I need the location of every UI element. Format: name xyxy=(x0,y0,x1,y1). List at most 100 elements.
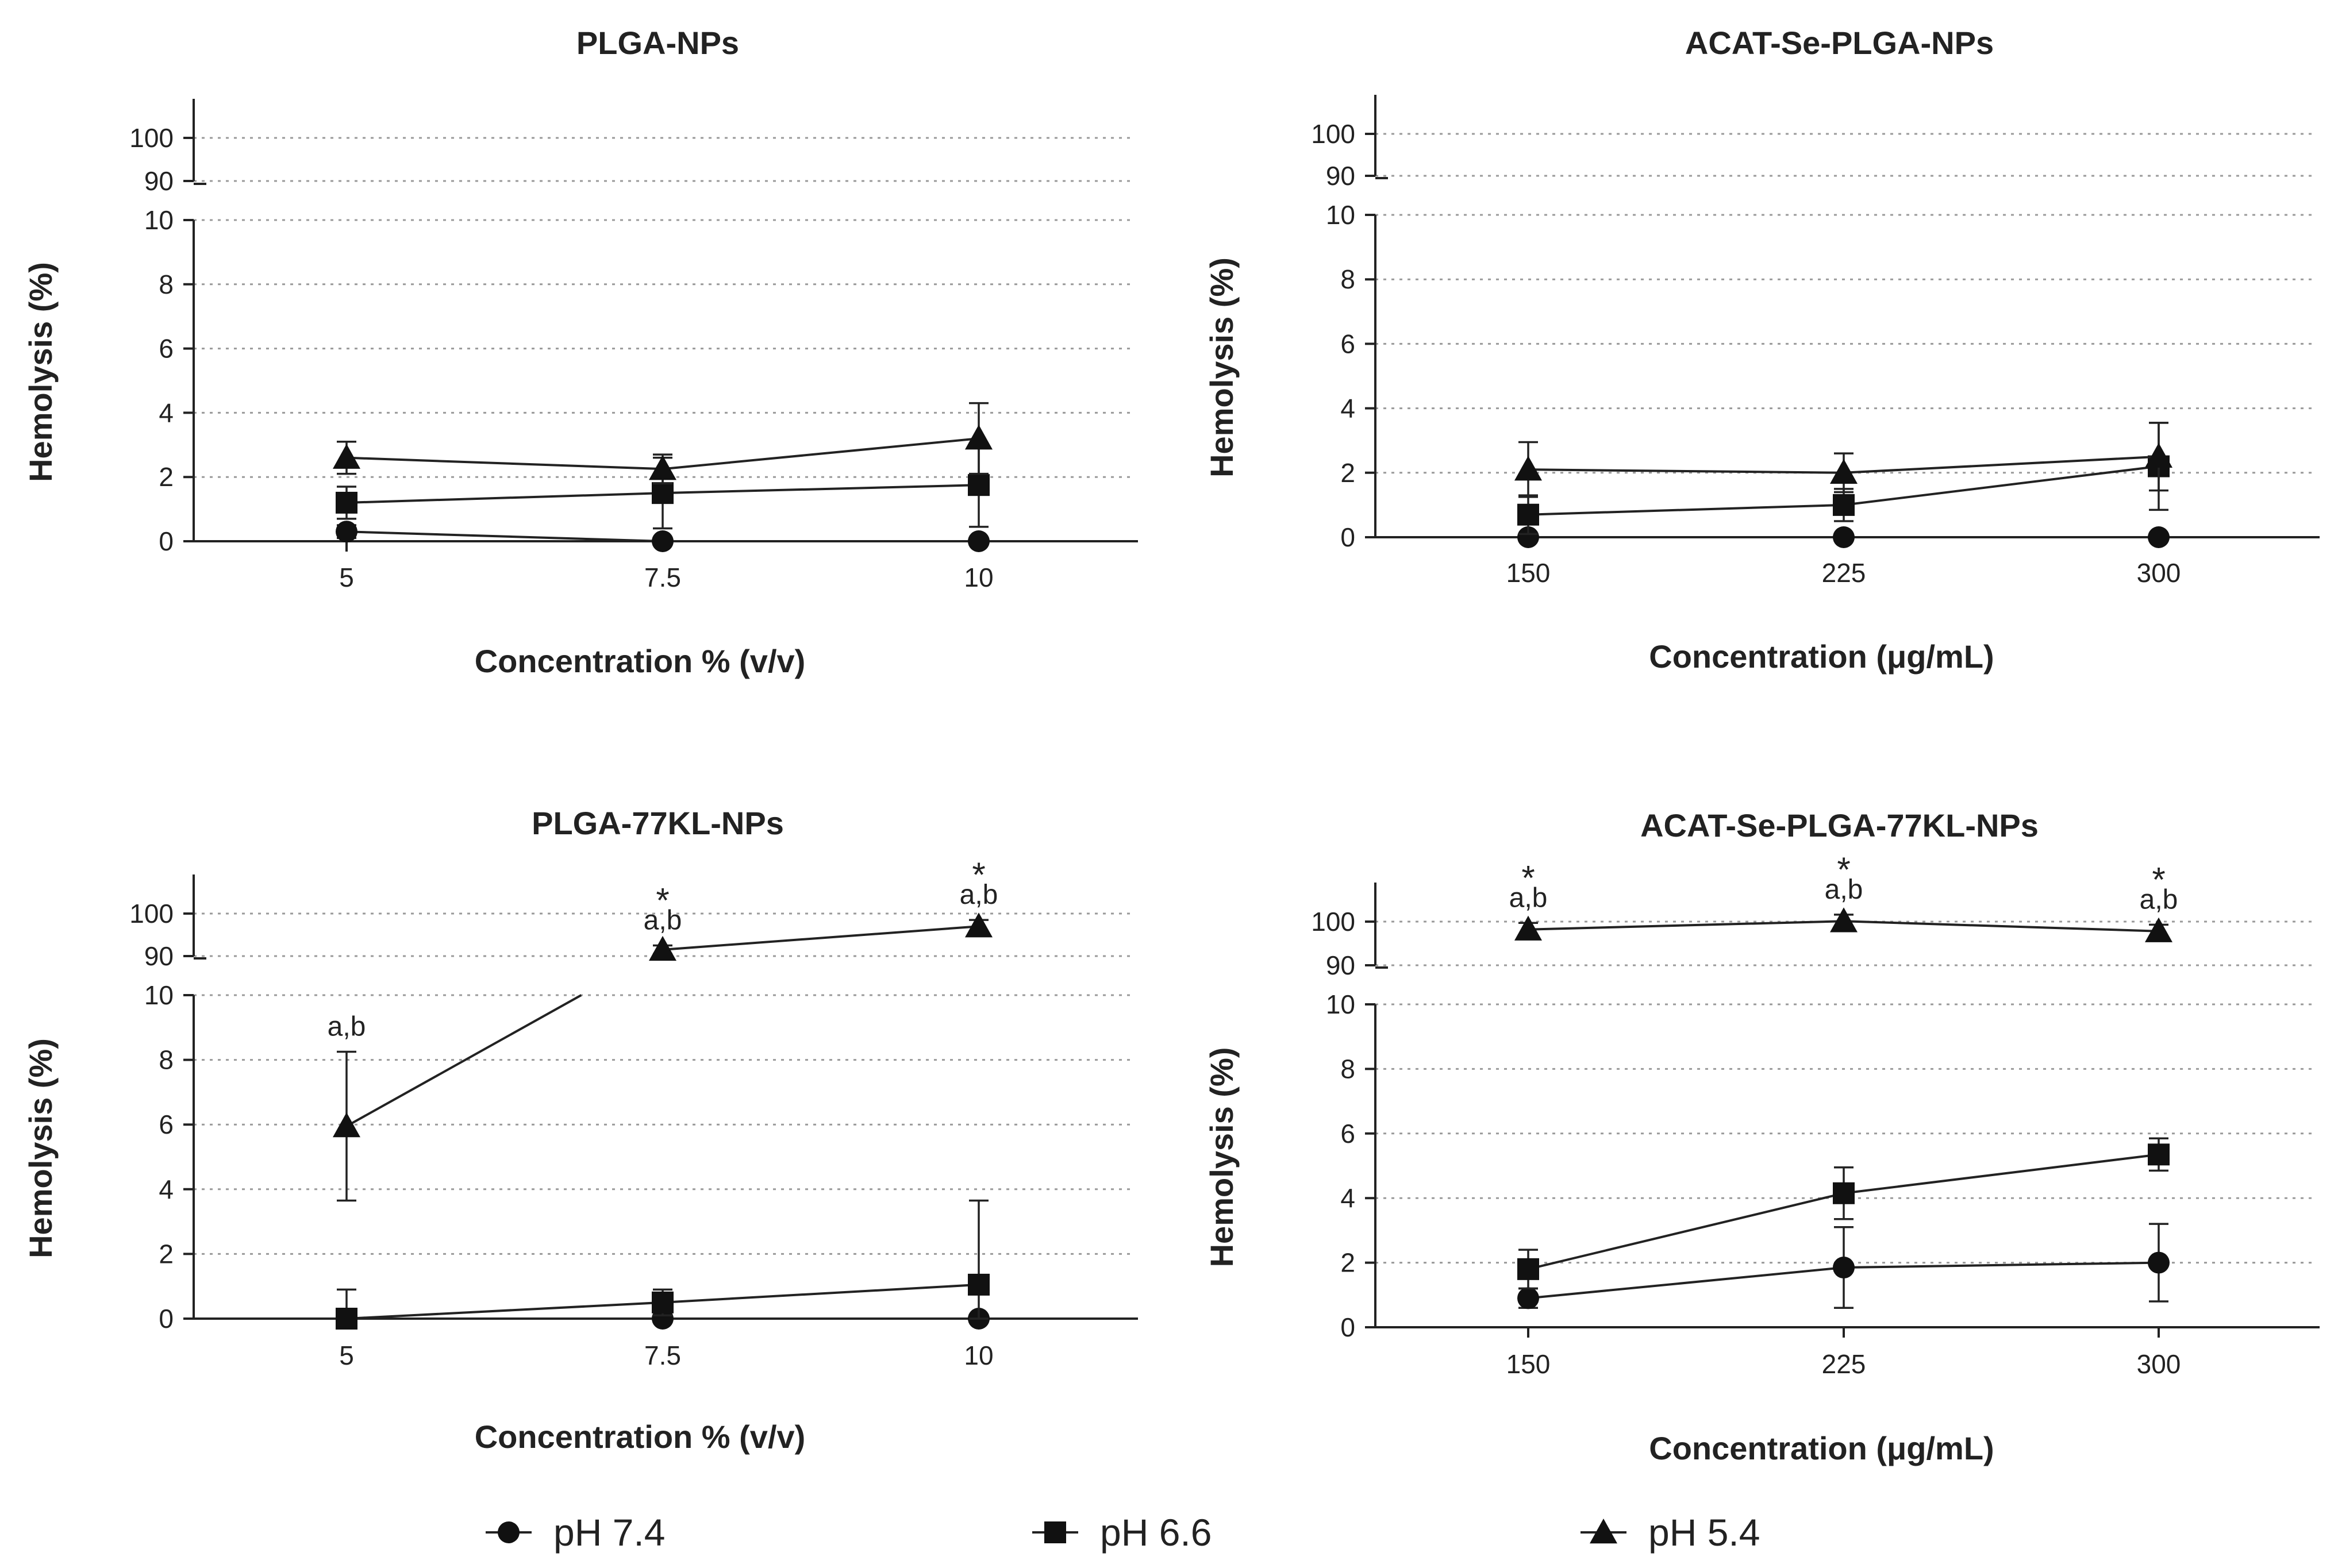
chart-panel-1: PLGA-NPs 0 2 4 6 8 10 90 100 5 7.5 10 Concentration … xyxy=(22,25,1138,679)
series-circle xyxy=(336,521,990,552)
data-point-circle xyxy=(1833,526,1855,548)
data-point-circle xyxy=(336,521,357,543)
legend-item-triangle: pH 5.4 xyxy=(1581,1511,1760,1554)
series-line-segment xyxy=(1843,455,2159,474)
x-tick-label: 150 xyxy=(1506,558,1551,588)
y-axis-label: Hemolysis (%) xyxy=(1203,257,1240,477)
series-triangle xyxy=(333,402,993,485)
x-tick-label: 10 xyxy=(964,563,993,592)
series-line-segment xyxy=(1528,920,1844,931)
data-point-triangle xyxy=(1830,907,1858,933)
series-line-segment xyxy=(1843,1261,2159,1269)
x-tick-label: 10 xyxy=(964,1340,993,1370)
data-point-triangle xyxy=(333,1112,360,1138)
significance-star: * xyxy=(972,856,985,894)
x-axis-label: Concentration (μg/mL) xyxy=(1649,1430,1994,1466)
chart-title: PLGA-NPs xyxy=(576,25,739,61)
y-tick-label: 0 xyxy=(159,1304,174,1334)
data-point-square xyxy=(1517,1258,1539,1280)
legend-label: pH 6.6 xyxy=(1100,1511,1212,1554)
significance-star: * xyxy=(1521,858,1535,897)
series-circle xyxy=(1517,526,2170,548)
series-square xyxy=(1517,1137,2170,1290)
y-tick-label: 100 xyxy=(1311,907,1355,937)
y-tick-label: 2 xyxy=(159,462,174,492)
y-tick-label: 4 xyxy=(1340,1183,1355,1213)
data-point-triangle xyxy=(2145,442,2172,468)
x-tick-label: 5 xyxy=(339,563,354,592)
legend-marker-triangle xyxy=(1590,1519,1617,1544)
y-tick-label: 4 xyxy=(159,1174,174,1204)
legend-marker-square xyxy=(1044,1521,1066,1543)
y-tick-label: 8 xyxy=(1340,264,1355,294)
data-point-triangle xyxy=(649,935,676,961)
y-tick-label: 2 xyxy=(1340,458,1355,488)
legend-item-circle: pH 7.4 xyxy=(486,1511,665,1554)
y-tick-label: 10 xyxy=(1326,200,1355,230)
series-line-segment xyxy=(1843,1153,2159,1195)
series-triangle xyxy=(333,912,993,1202)
series-square xyxy=(336,442,990,530)
y-tick-label: 0 xyxy=(1340,522,1355,552)
y-tick-label: 2 xyxy=(1340,1248,1355,1278)
y-tick-label: 10 xyxy=(144,980,174,1010)
y-axis-label: Hemolysis (%) xyxy=(22,262,59,482)
x-tick-label: 5 xyxy=(339,1340,354,1370)
significance-label: a,b xyxy=(2140,884,2178,915)
legend-label: pH 5.4 xyxy=(1648,1511,1760,1554)
x-axis-label: Concentration % (v/v) xyxy=(475,1419,806,1455)
y-tick-label: 90 xyxy=(144,941,174,971)
y-tick-label: 90 xyxy=(144,166,174,196)
x-tick-label: 300 xyxy=(2137,1349,2181,1379)
series-line-segment xyxy=(662,1283,979,1304)
x-tick-label: 300 xyxy=(2137,558,2181,588)
legend: pH 7.4 pH 6.6 pH 5.4 xyxy=(486,1511,1760,1554)
chart-title: ACAT-Se-PLGA-NPs xyxy=(1685,25,1994,61)
legend-item-square: pH 6.6 xyxy=(1032,1511,1212,1554)
series-line-segment xyxy=(346,994,582,1127)
data-point-square xyxy=(1833,1182,1855,1204)
chart-panel-4: ACAT-Se-PLGA-77KL-NPs 0 2 4 6 8 10 90 100 150 225 3… xyxy=(1203,807,2320,1466)
series-line-segment xyxy=(662,484,979,495)
chart-panel-3: PLGA-77KL-NPs 0 2 4 6 8 10 90 100 5 7.5 10 Concentra… xyxy=(22,805,1138,1455)
series-line-segment xyxy=(346,456,663,471)
data-point-triangle xyxy=(649,455,676,480)
series-line-segment xyxy=(1843,465,2159,506)
series-line-segment xyxy=(662,925,979,951)
y-tick-label: 90 xyxy=(1326,161,1355,191)
data-point-square xyxy=(652,482,674,504)
data-point-triangle xyxy=(965,912,993,938)
series-triangle xyxy=(1514,422,2172,498)
series-triangle xyxy=(1514,907,2172,942)
x-axis-label: Concentration (μg/mL) xyxy=(1649,638,1994,675)
data-point-triangle xyxy=(333,444,360,469)
x-tick-label: 7.5 xyxy=(644,1340,681,1370)
y-tick-label: 6 xyxy=(159,1109,174,1139)
chart-title: PLGA-77KL-NPs xyxy=(532,805,784,841)
y-tick-label: 100 xyxy=(1311,119,1355,149)
series-line-segment xyxy=(1528,1192,1844,1270)
series-circle xyxy=(1517,1223,2170,1309)
data-point-triangle xyxy=(1830,459,1858,484)
y-tick-label: 100 xyxy=(129,123,174,153)
y-tick-label: 6 xyxy=(159,334,174,364)
data-point-circle xyxy=(1517,1287,1539,1309)
data-point-circle xyxy=(652,530,674,552)
data-point-square xyxy=(652,1291,674,1313)
data-point-circle xyxy=(968,530,990,552)
y-tick-label: 4 xyxy=(1340,394,1355,423)
significance-label: a,b xyxy=(644,906,682,936)
legend-marker-circle xyxy=(498,1521,520,1543)
data-point-triangle xyxy=(1514,915,1542,941)
series-line-segment xyxy=(1528,468,1844,474)
y-tick-label: 100 xyxy=(129,899,174,929)
series-line-segment xyxy=(346,492,663,504)
significance-label: a,b xyxy=(328,1012,366,1042)
significance-star: * xyxy=(656,881,669,920)
data-point-circle xyxy=(2148,526,2170,548)
series-line-segment xyxy=(1528,503,1844,516)
y-tick-label: 8 xyxy=(1340,1054,1355,1084)
x-tick-label: 225 xyxy=(1822,558,1866,588)
chart-title: ACAT-Se-PLGA-77KL-NPs xyxy=(1640,807,2039,843)
